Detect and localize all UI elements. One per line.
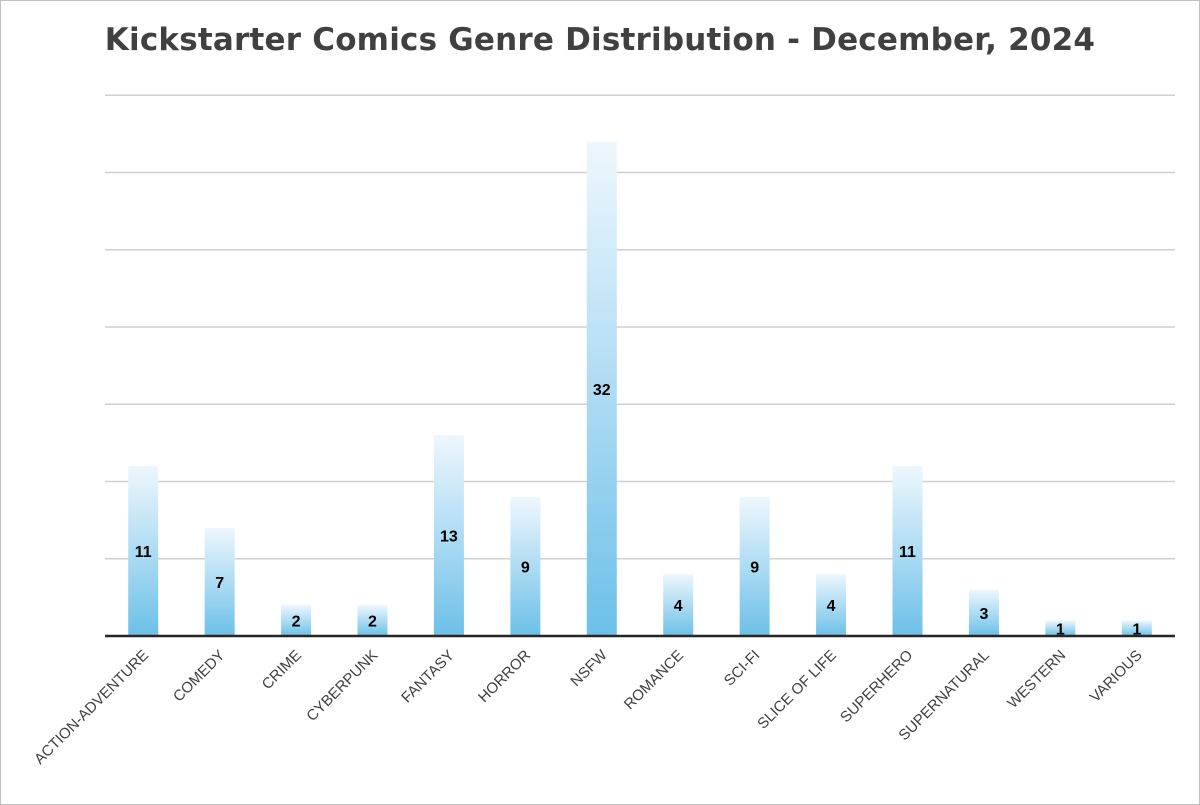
bar-supernatural bbox=[968, 589, 999, 636]
bar-romance bbox=[663, 574, 694, 636]
data-label: 7 bbox=[215, 575, 224, 592]
category-label: ROMANCE bbox=[621, 647, 687, 713]
bar-slice-of-life bbox=[816, 574, 847, 636]
gridlines bbox=[105, 94, 1175, 560]
category-label: COMEDY bbox=[170, 647, 229, 706]
bar-comedy bbox=[204, 527, 235, 636]
chart-title: Kickstarter Comics Genre Distribution - … bbox=[104, 22, 1096, 58]
data-label: 1 bbox=[1132, 621, 1141, 638]
data-label: 3 bbox=[979, 606, 988, 623]
bar-horror bbox=[510, 496, 541, 636]
category-label: NSFW bbox=[567, 646, 611, 690]
category-label: VARIOUS bbox=[1087, 647, 1146, 706]
bar-superhero bbox=[892, 466, 923, 636]
data-label: 4 bbox=[827, 598, 836, 615]
bar-various bbox=[1121, 620, 1152, 636]
bar-action-adventure bbox=[128, 466, 159, 636]
category-label: CRIME bbox=[259, 647, 305, 693]
bar-cyberpunk bbox=[357, 605, 388, 636]
data-label: 9 bbox=[521, 559, 530, 576]
data-label: 11 bbox=[135, 544, 152, 561]
bar-sci-fi bbox=[739, 496, 770, 636]
category-label: WESTERN bbox=[1004, 647, 1069, 712]
bar-fantasy bbox=[433, 435, 464, 636]
category-label: SCI-FI bbox=[721, 647, 764, 690]
data-label: 2 bbox=[368, 614, 377, 631]
category-label: ACTION-ADVENTURE bbox=[31, 647, 152, 768]
bar-nsfw bbox=[586, 141, 617, 636]
data-label: 2 bbox=[292, 614, 301, 631]
data-label: 32 bbox=[593, 382, 611, 399]
data-label: 4 bbox=[674, 598, 683, 615]
category-label: HORROR bbox=[475, 647, 534, 706]
bar-crime bbox=[281, 605, 312, 636]
bars bbox=[128, 141, 1152, 636]
data-label: 13 bbox=[440, 529, 458, 546]
data-label: 1 bbox=[1056, 621, 1065, 638]
bar-western bbox=[1045, 620, 1076, 636]
category-label: SLICE OF LIFE bbox=[754, 647, 840, 733]
data-label: 11 bbox=[899, 544, 916, 561]
category-label: SUPERHERO bbox=[837, 647, 916, 726]
category-label: CYBERPUNK bbox=[303, 647, 381, 725]
category-label: FANTASY bbox=[398, 647, 458, 707]
data-label: 9 bbox=[750, 559, 759, 576]
